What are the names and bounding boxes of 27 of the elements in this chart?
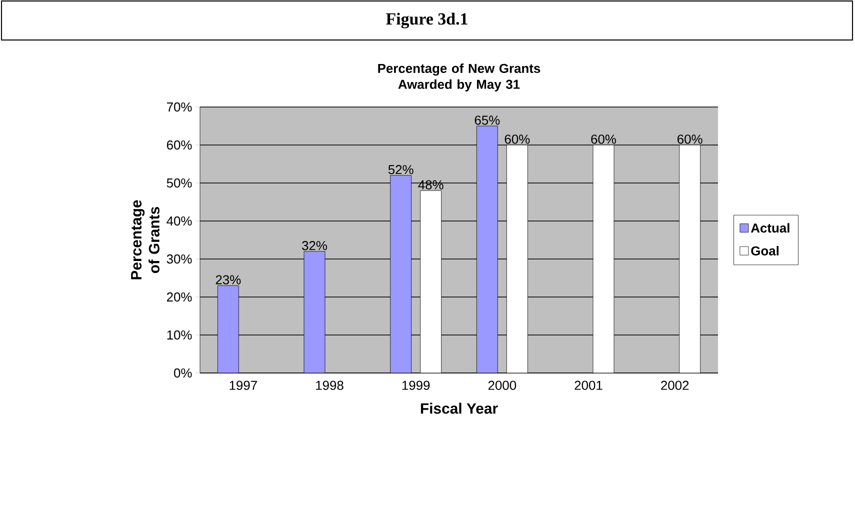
legend-label: Goal	[751, 246, 779, 256]
x-tick-label: 1998	[316, 380, 344, 390]
y-tick-label: 40%	[166, 216, 192, 226]
data-label: 60%	[591, 134, 616, 144]
x-tick-label: 2000	[488, 380, 516, 390]
x-tick-label: 1999	[402, 380, 430, 390]
x-tick-label: 2001	[574, 380, 602, 390]
data-label: 52%	[388, 165, 414, 174]
caption: Figure 3d.1	[386, 12, 468, 28]
chart-title: Percentage of New Grants Awarded by May 31	[378, 63, 540, 92]
y-tick-label: 70%	[166, 102, 192, 112]
y-tick-label: 20%	[166, 292, 192, 302]
y-tick-label: 0%	[174, 368, 192, 378]
data-label: 23%	[216, 275, 241, 284]
data-label: 60%	[504, 134, 530, 144]
y-tick-label: 60%	[166, 140, 192, 150]
data-label: 60%	[678, 134, 702, 144]
y-axis-title: Percentage of Grants	[131, 200, 160, 280]
data-label: 32%	[302, 241, 328, 250]
x-tick-label: 2002	[661, 380, 689, 390]
data-label: 65%	[474, 116, 500, 125]
y-tick-label: 10%	[167, 330, 192, 340]
y-tick-label: 30%	[166, 254, 192, 264]
x-axis-title: Fiscal Year	[420, 402, 498, 414]
y-tick-label: 50%	[166, 178, 192, 188]
x-tick-label: 1997	[230, 380, 257, 390]
legend-label: Actual	[750, 223, 790, 233]
